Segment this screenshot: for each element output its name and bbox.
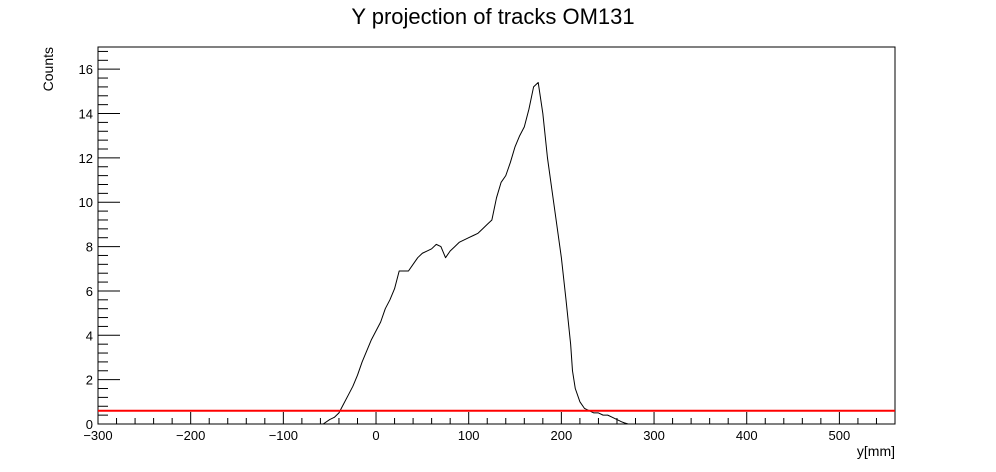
- x-tick-label: 400: [736, 428, 758, 443]
- y-tick-label: 0: [86, 417, 93, 432]
- y-tick-label: 12: [79, 151, 93, 166]
- x-tick-label: 0: [372, 428, 379, 443]
- y-tick-label: 16: [79, 62, 93, 77]
- y-tick-label: 10: [79, 195, 93, 210]
- y-tick-label: 6: [86, 284, 93, 299]
- x-tick-label: 300: [643, 428, 665, 443]
- plot-area: −300 −200 −100 0 100 200 300 400 500 0 2 4 6 8 10 12 14 1…: [79, 46, 896, 443]
- x-tick-label: 200: [551, 428, 573, 443]
- plot-frame: [97, 46, 896, 425]
- y-axis-label: Counts: [40, 47, 56, 91]
- series-line-tracks: [322, 81, 682, 425]
- y-tick-label: 8: [86, 240, 93, 255]
- x-tick-label: 100: [458, 428, 480, 443]
- x-axis-label: y[mm]: [857, 443, 895, 459]
- x-tick-label: 500: [829, 428, 851, 443]
- chart-title: Y projection of tracks OM131: [351, 4, 634, 29]
- x-tick-label: −200: [176, 428, 205, 443]
- x-tick-label: −100: [269, 428, 298, 443]
- x-tick-label: −300: [83, 428, 112, 443]
- y-tick-label: 4: [86, 328, 93, 343]
- y-tick-label: 14: [79, 107, 93, 122]
- y-tick-label: 2: [86, 373, 93, 388]
